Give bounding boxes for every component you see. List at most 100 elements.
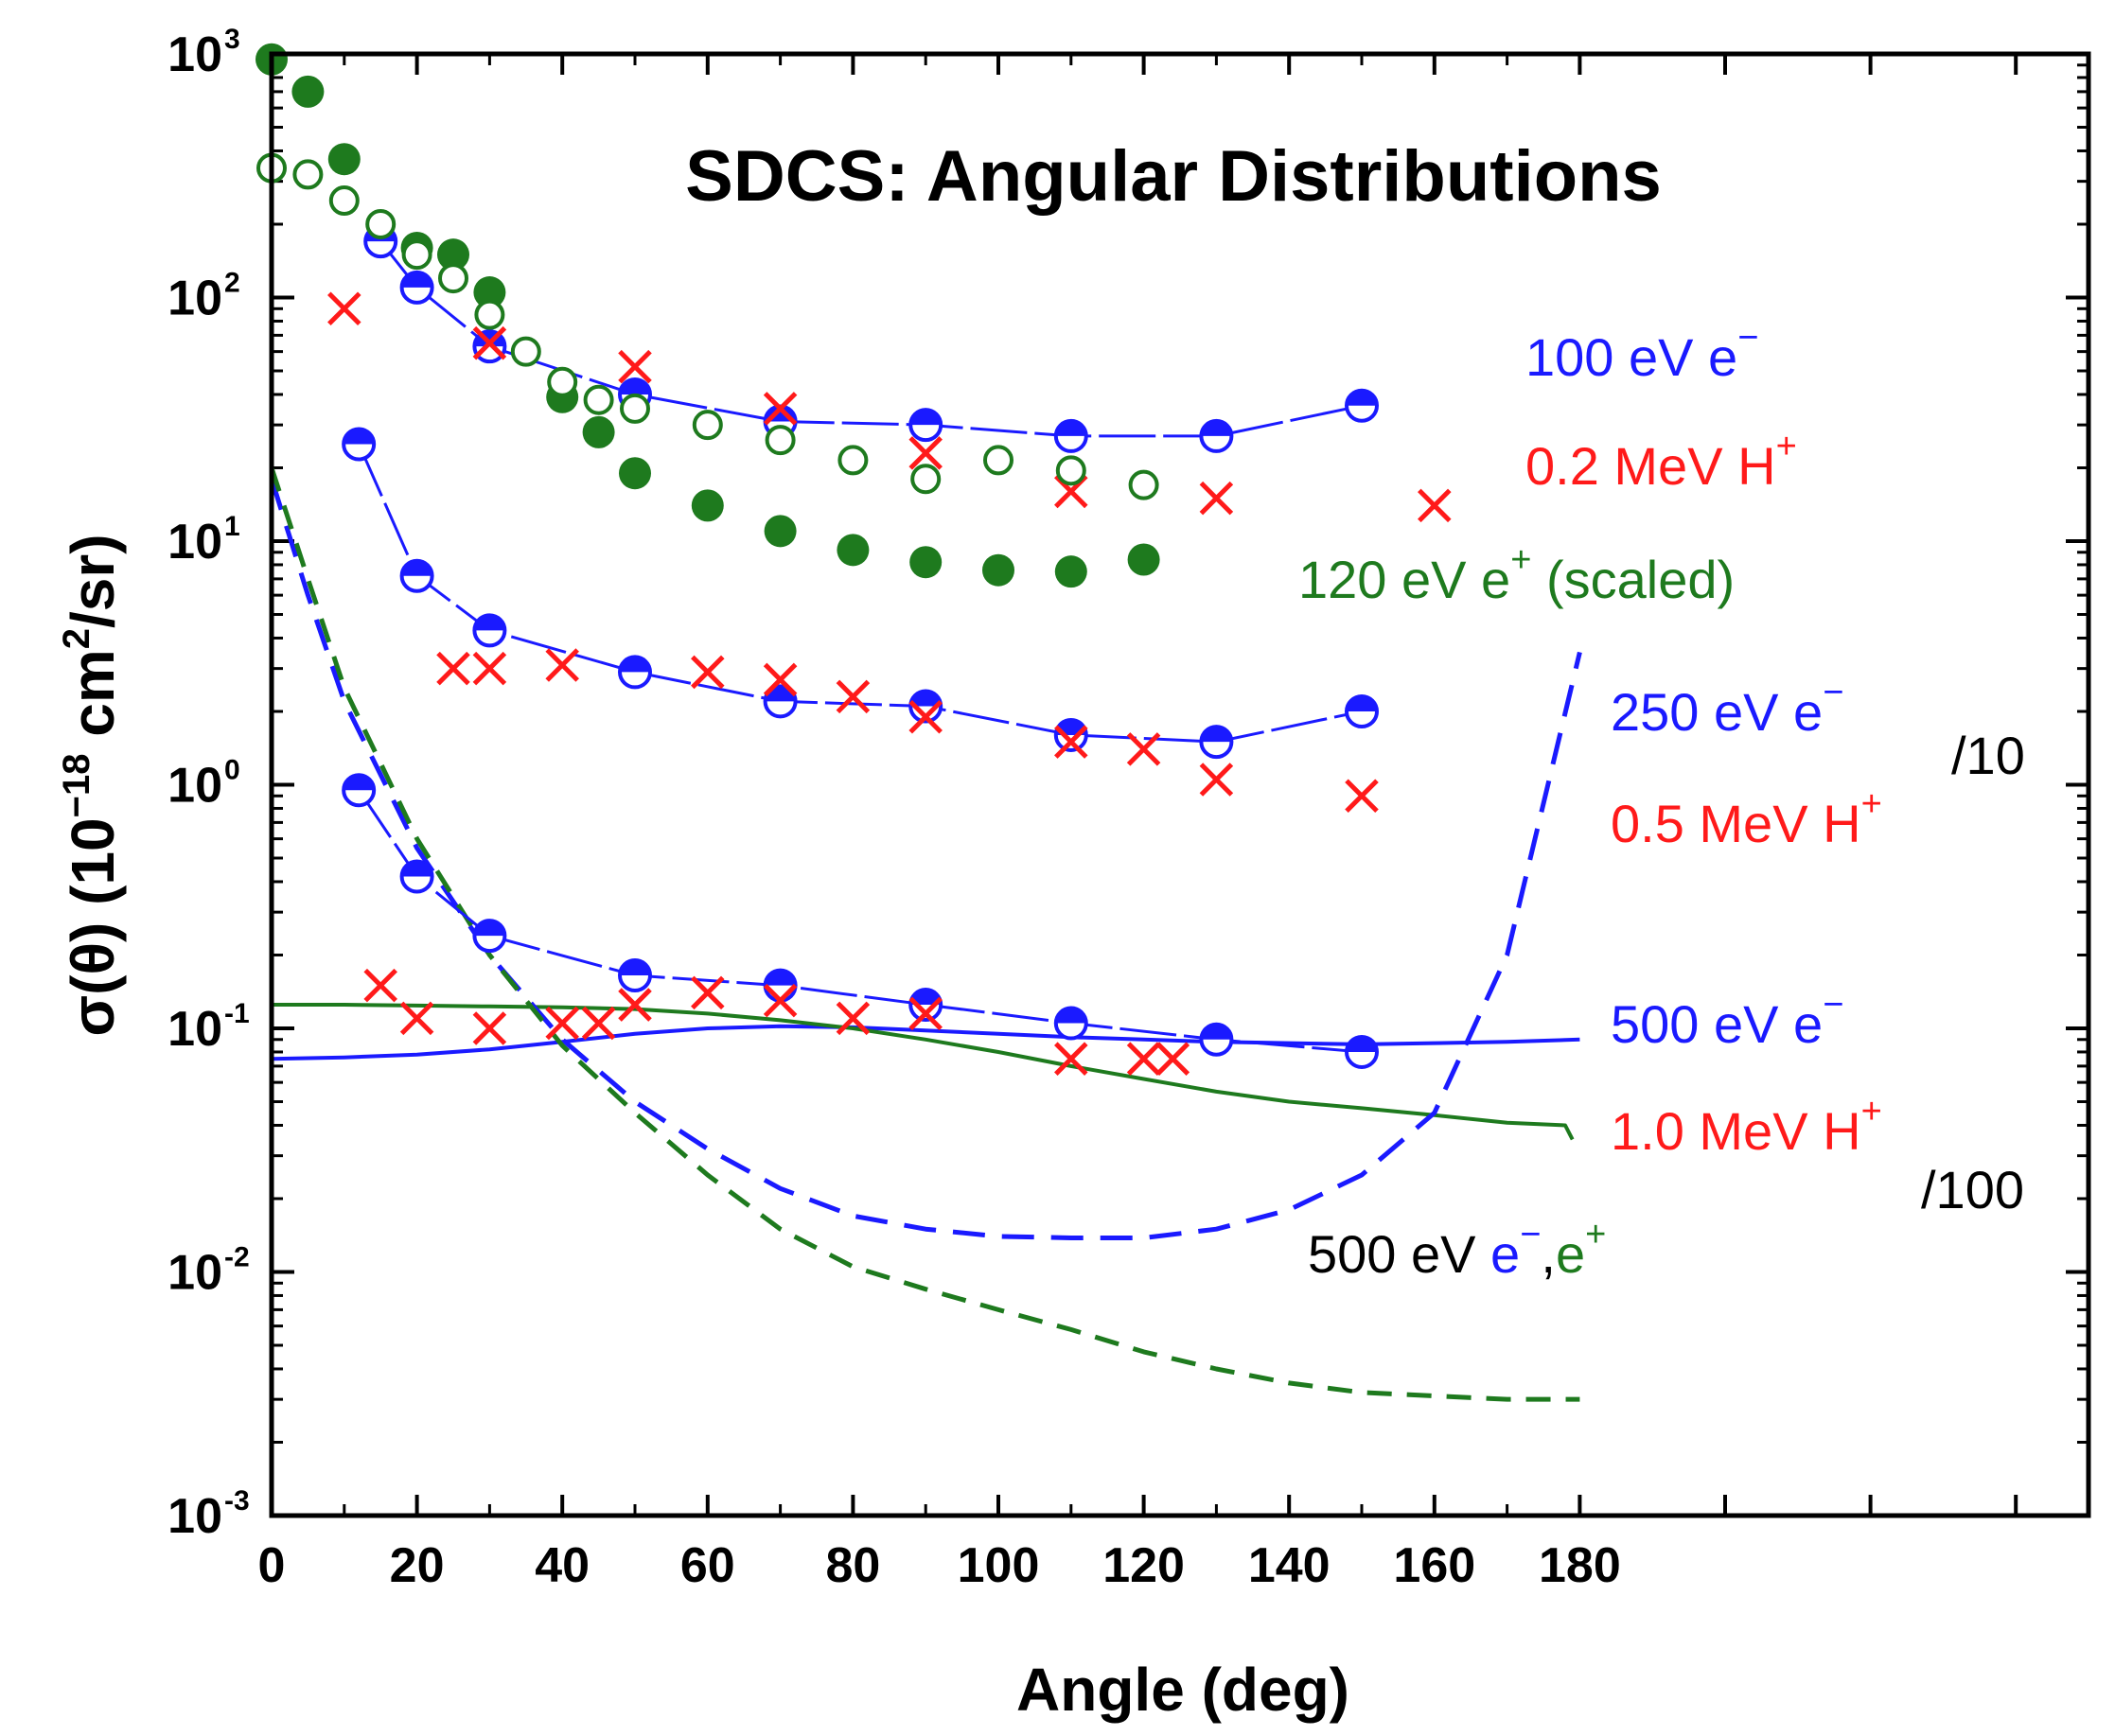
half-circle-fill	[620, 959, 650, 975]
half-circle-fill	[401, 272, 432, 288]
half-circle-marker	[1199, 418, 1234, 453]
y-tick-label: 10	[167, 1246, 222, 1301]
x-marker-stroke	[545, 1006, 579, 1041]
y-tick-label: 10	[167, 272, 222, 326]
x-marker	[1054, 1042, 1088, 1076]
open-circle-marker	[401, 239, 432, 271]
x-marker	[908, 436, 943, 470]
half-circle-marker	[1345, 1034, 1379, 1069]
label-divide-10: /10	[1951, 726, 2025, 785]
label-250ev-electron: 250 eV e−	[1611, 673, 1843, 742]
half-circle-fill	[474, 921, 505, 937]
plot-frame	[269, 51, 2091, 1518]
y-tick-exponent: 0	[224, 755, 240, 786]
open-circle-marker	[692, 410, 723, 441]
half-circle-fill	[1347, 390, 1377, 406]
x-marker	[763, 392, 798, 426]
x-marker-stroke	[908, 699, 943, 734]
open-circle-marker	[328, 185, 360, 217]
filled-circle-marker	[909, 546, 943, 579]
label-500ev-pair: 500 eV e−,e+	[1308, 1215, 1606, 1284]
half-circle-marker	[618, 655, 652, 690]
y-tick-exponent: 1	[224, 511, 240, 542]
y-tick-exponent: -3	[224, 1485, 250, 1517]
half-circle-marker	[1053, 1006, 1088, 1041]
x-marker	[836, 679, 871, 714]
half-circle-marker	[1053, 717, 1088, 752]
half-circle-fill	[620, 378, 650, 395]
filled-circle-marker	[437, 238, 469, 272]
x-marker-stroke	[327, 291, 361, 326]
half-circle-fill	[344, 429, 375, 445]
x-marker	[363, 968, 397, 1003]
half-circle-fill	[1201, 727, 1232, 743]
x-tick-label: 180	[1539, 1538, 1621, 1593]
x-tick-label: 100	[958, 1538, 1040, 1593]
x-marker-stroke	[908, 436, 943, 470]
y-tick-exponent: 2	[224, 268, 240, 299]
open-circle-marker	[1128, 469, 1159, 500]
open-circle-marker	[474, 299, 505, 330]
x-marker	[618, 988, 652, 1022]
filled-circle-marker	[619, 457, 651, 490]
half-circle-marker	[618, 957, 652, 992]
open-circle-marker	[837, 445, 869, 476]
x-marker-stroke	[1054, 725, 1088, 759]
label-100ev-electron: 100 eV e−	[1525, 318, 1758, 387]
chart-title: SDCS: Angular Distributions	[685, 136, 1662, 217]
x-marker-stroke	[836, 1001, 871, 1036]
y-tick-label: 10	[167, 515, 222, 570]
half-circle-fill	[1201, 420, 1232, 436]
half-circle-fill	[1347, 695, 1377, 711]
x-marker-stroke	[908, 996, 943, 1031]
filled-circle-marker	[982, 553, 1014, 587]
x-marker-stroke	[691, 975, 725, 1010]
x-marker-stroke	[618, 349, 652, 384]
label-0p2mev-proton: 0.2 MeV H+	[1525, 427, 1797, 496]
x-marker	[1155, 1042, 1190, 1076]
x-marker	[399, 1001, 434, 1036]
x-marker-stroke	[363, 968, 397, 1003]
filled-circle-marker	[327, 143, 361, 176]
x-marker	[1345, 779, 1379, 814]
x-tick-label: 20	[390, 1538, 445, 1593]
half-circle-marker	[399, 859, 434, 894]
x-marker-stroke	[472, 651, 507, 686]
open-circle-marker	[547, 366, 578, 397]
x-marker	[472, 1011, 507, 1045]
filled-circle-marker	[1127, 543, 1160, 576]
half-circle-marker	[908, 689, 943, 724]
label-1p0mev-proton: 1.0 MeV H+	[1611, 1092, 1882, 1161]
y-axis-title-exp: −18	[56, 753, 97, 817]
label-500ev-electron: 500 eV e−	[1611, 985, 1843, 1054]
half-circle-marker	[472, 919, 507, 954]
half-circle-fill	[765, 970, 796, 986]
half-circle-fill	[474, 615, 505, 631]
x-marker	[763, 983, 798, 1018]
x-marker-stroke	[545, 648, 579, 682]
x-marker-stroke	[1126, 732, 1161, 766]
x-marker-stroke	[399, 1001, 434, 1036]
x-marker-stroke	[691, 655, 725, 690]
y-axis-title: σ(θ) (10−18 cm2/sr)	[56, 534, 127, 1036]
open-circle-marker	[910, 464, 942, 495]
half-circle-fill	[1055, 1008, 1086, 1024]
x-marker	[472, 325, 507, 360]
y-tick-label: 10	[167, 1002, 222, 1057]
filled-circle-marker	[291, 75, 325, 108]
x-marker-stroke	[763, 662, 798, 697]
x-marker	[908, 699, 943, 734]
x-marker-stroke	[836, 679, 871, 714]
x-marker-stroke	[1155, 1042, 1190, 1076]
y-tick-exponent: 3	[224, 24, 240, 55]
half-circle-marker	[1199, 1022, 1234, 1057]
open-circle-marker	[292, 159, 324, 190]
x-tick-label: 160	[1393, 1538, 1475, 1593]
label-divide-100: /100	[1921, 1160, 2024, 1219]
x-marker-stroke	[472, 1011, 507, 1045]
half-circle-fill	[1347, 1036, 1377, 1052]
x-marker-stroke	[763, 983, 798, 1018]
open-circle-marker	[1055, 455, 1086, 486]
